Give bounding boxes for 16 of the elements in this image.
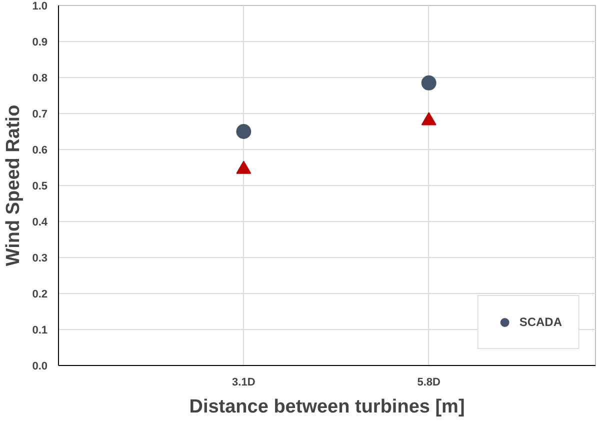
- y-tick-label: 0.2: [32, 288, 48, 300]
- y-tick-label: 0.7: [32, 108, 48, 120]
- y-axis-title: Wind Speed Ratio: [3, 104, 24, 266]
- x-axis-title: Distance between turbines [m]: [189, 396, 465, 418]
- y-tick-label: 0.9: [32, 36, 48, 48]
- y-tick-label: 0.5: [32, 180, 48, 192]
- y-tick-label: 0.0: [32, 360, 48, 372]
- y-tick-label: 1.0: [32, 0, 48, 12]
- y-tick-label: 0.1: [32, 324, 48, 336]
- y-tick-label: 0.8: [32, 72, 48, 84]
- y-tick-label: 0.6: [32, 144, 48, 156]
- y-tick-label: 0.3: [32, 252, 48, 264]
- y-tick-label: 0.4: [32, 216, 48, 228]
- legend-label: SCADA: [519, 315, 562, 329]
- x-tick-label: 3.1D: [232, 376, 256, 388]
- x-tick-label: 5.8D: [417, 376, 441, 388]
